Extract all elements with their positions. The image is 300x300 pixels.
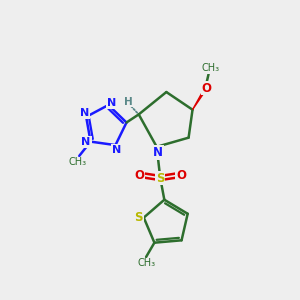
Text: O: O [202,82,212,94]
Text: N: N [80,108,89,118]
Text: O: O [134,169,145,182]
Text: S: S [134,211,143,224]
Polygon shape [193,89,206,110]
Text: CH₃: CH₃ [138,259,156,269]
Text: S: S [156,172,164,184]
Text: N: N [112,145,122,154]
Text: CH₃: CH₃ [201,63,219,73]
Text: N: N [153,146,163,159]
Text: N: N [82,136,91,147]
Text: CH₃: CH₃ [69,158,87,167]
Text: N: N [107,98,117,108]
Text: O: O [176,169,186,182]
Text: H: H [124,97,133,106]
